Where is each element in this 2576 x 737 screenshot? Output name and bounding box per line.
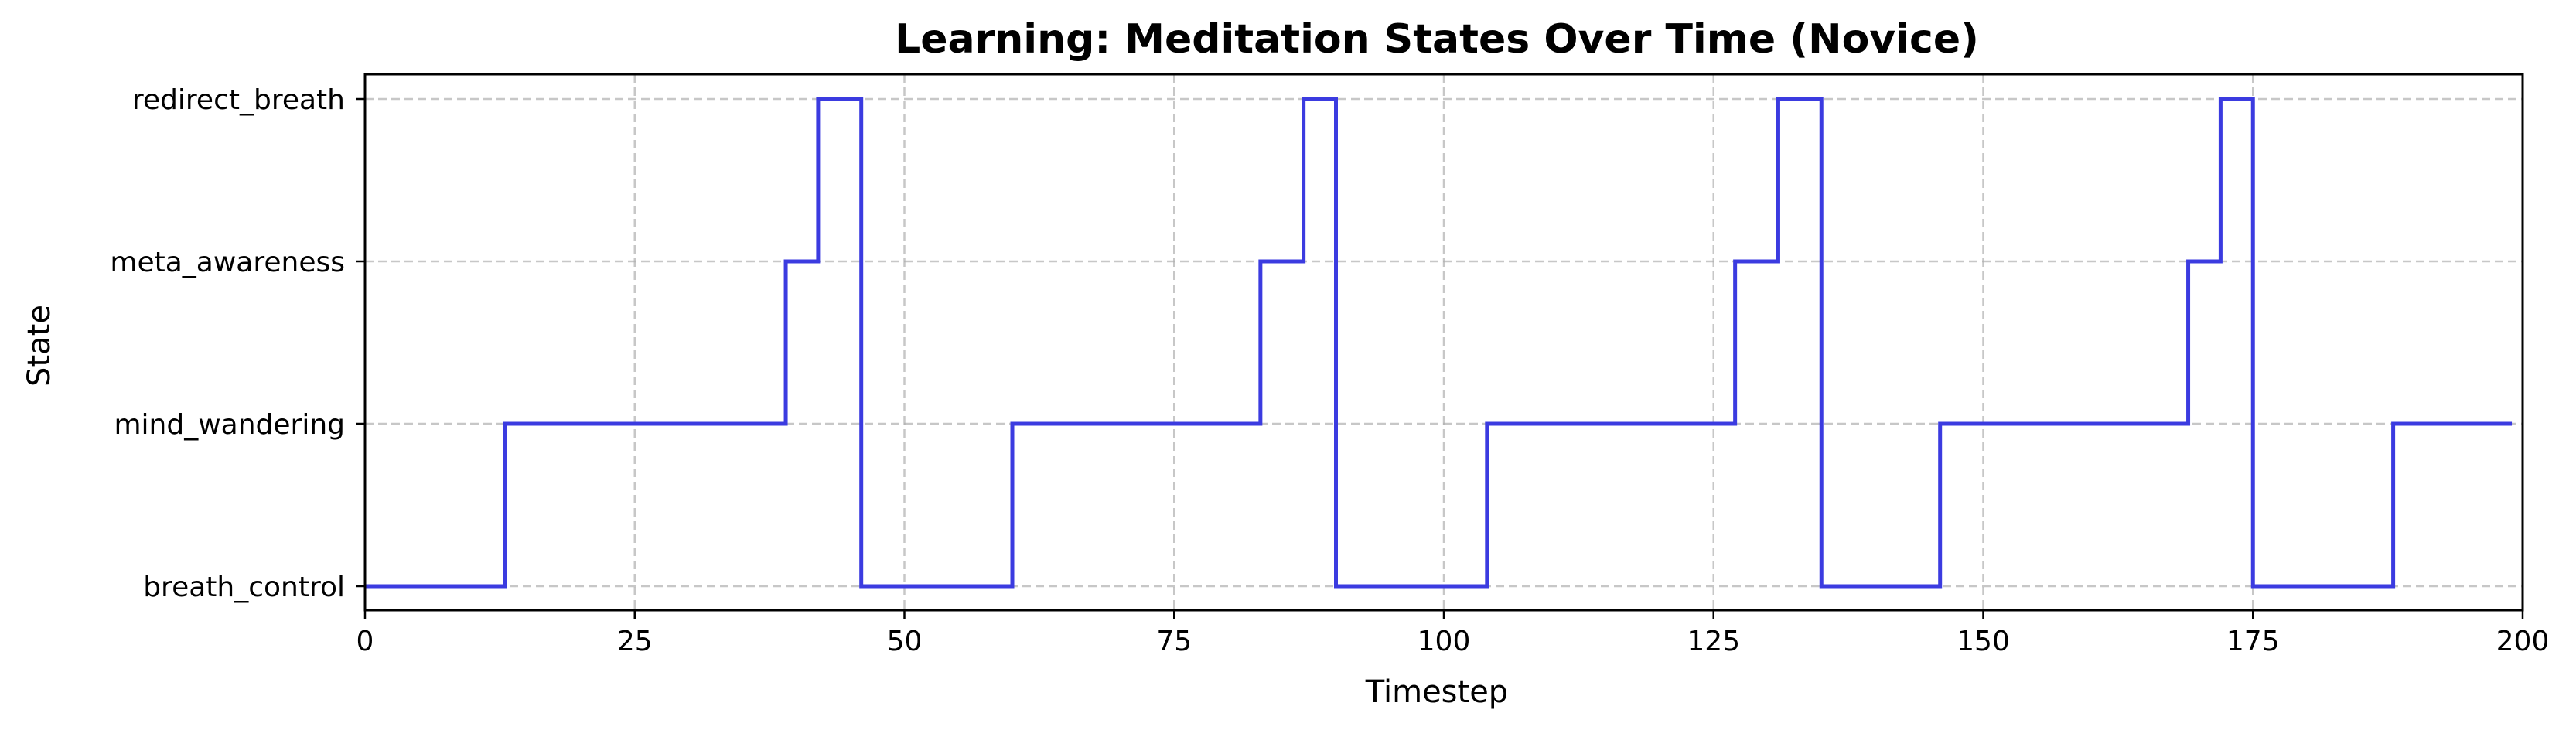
grid-lines — [363, 74, 2524, 610]
x-tick-label: 125 — [1687, 626, 1740, 657]
x-tick-label: 25 — [617, 626, 653, 657]
x-tick-label: 100 — [1418, 626, 1471, 657]
y-axis-label: State — [22, 305, 57, 387]
series-layer — [365, 97, 2513, 589]
x-axis-ticks: 0 25 50 75 100 125 150 175 200 — [357, 610, 2550, 657]
x-tick-label: 50 — [887, 626, 923, 657]
chart-title: Learning: Meditation States Over Time (N… — [895, 16, 1979, 63]
y-axis-ticks: breath_control mind_wandering meta_awarene… — [110, 84, 365, 603]
x-tick-label: 75 — [1156, 626, 1192, 657]
x-axis-label: Timestep — [1365, 674, 1508, 710]
x-tick-label: 0 — [357, 626, 374, 657]
x-tick-label: 175 — [2226, 626, 2280, 657]
x-tick-label: 200 — [2496, 626, 2550, 657]
y-tick-label: mind_wandering — [114, 409, 345, 441]
y-tick-label: meta_awareness — [110, 247, 345, 278]
y-tick-label: redirect_breath — [132, 84, 345, 116]
x-tick-label: 150 — [1957, 626, 2010, 657]
y-tick-label: breath_control — [143, 572, 345, 603]
series-line — [365, 97, 2513, 589]
